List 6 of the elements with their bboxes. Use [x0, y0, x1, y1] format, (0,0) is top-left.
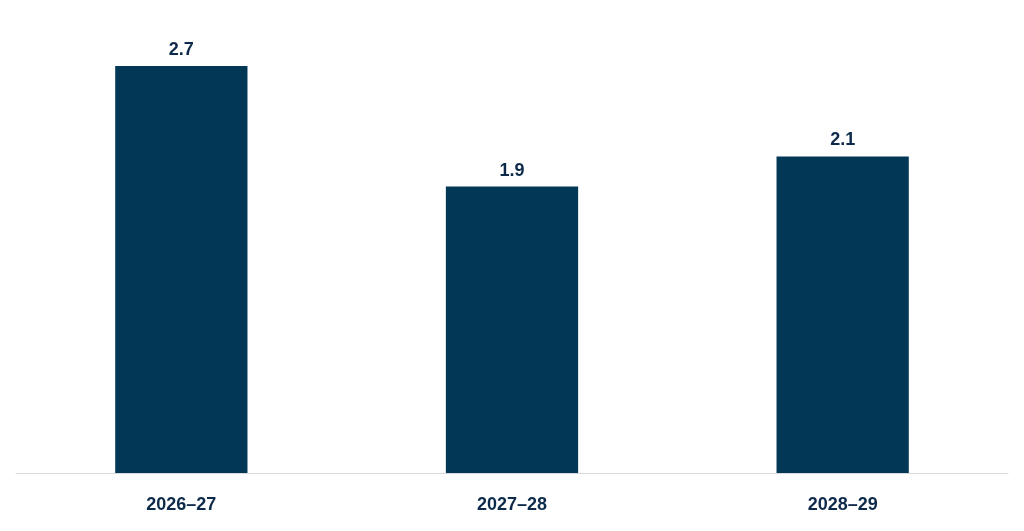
data-label: 2.1 — [830, 129, 856, 150]
x-tick-label: 2027–28 — [476, 494, 548, 514]
x-tick-label: 2026–27 — [146, 494, 217, 514]
x-tick-label: 2028–29 — [807, 494, 878, 514]
data-label: 2.7 — [168, 39, 194, 59]
data-label: 1.9 — [499, 159, 525, 180]
